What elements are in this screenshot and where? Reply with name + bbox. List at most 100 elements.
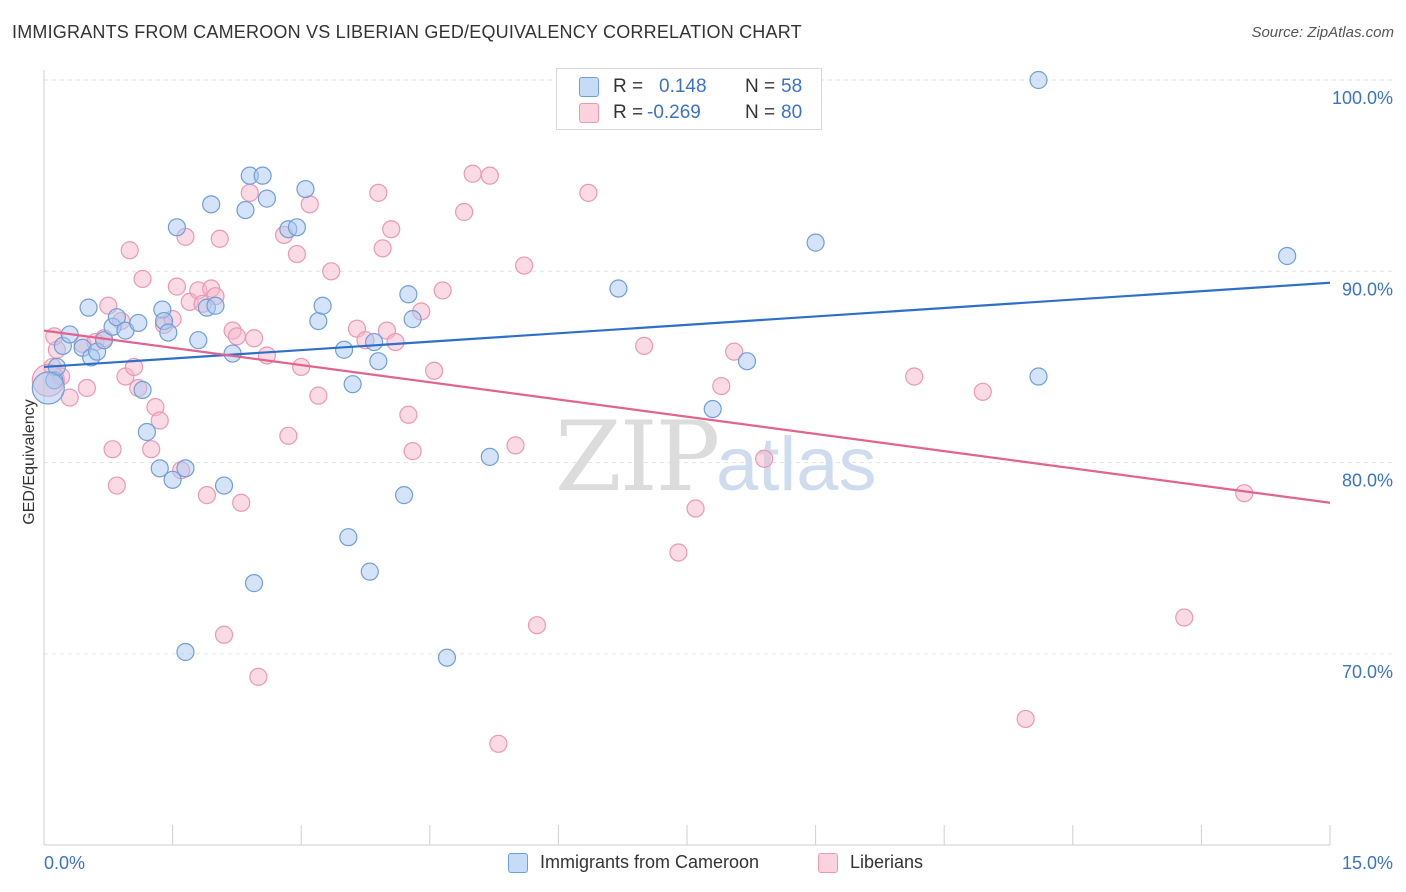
- data-point-blue-32: [253, 166, 272, 185]
- n-value: 80: [781, 102, 803, 123]
- data-point-blue-38: [313, 296, 332, 315]
- data-point-pink-76: [1175, 608, 1194, 627]
- data-point-pink-42: [287, 244, 307, 264]
- n-label: N =: [745, 102, 776, 123]
- data-point-pink-34: [227, 327, 246, 346]
- data-point-pink-54: [399, 405, 418, 424]
- series-liberians: [31, 164, 1254, 753]
- data-point-pink-19: [150, 411, 169, 430]
- data-point-pink-36: [240, 183, 259, 202]
- data-point-pink-50: [373, 239, 392, 258]
- y-tick-label-100: 100.0%: [1332, 88, 1393, 108]
- data-point-blue-48: [437, 648, 457, 667]
- data-point-blue-25: [202, 195, 221, 214]
- data-point-blue-27: [214, 476, 234, 495]
- blue-swatch: [579, 77, 599, 97]
- x-tick-label-max: 15.0%: [1342, 853, 1393, 873]
- data-point-blue-35: [287, 218, 307, 237]
- data-point-pink-67: [635, 336, 654, 356]
- data-point-pink-31: [210, 229, 229, 248]
- legend-label: Liberians: [850, 852, 924, 872]
- blue-swatch: [508, 852, 528, 873]
- data-point-blue-14: [137, 422, 156, 442]
- y-axis-label: GED/Equivalency: [21, 399, 38, 524]
- data-point-blue-56: [1278, 246, 1297, 266]
- r-label: R =: [613, 76, 644, 97]
- data-point-pink-58: [433, 281, 452, 300]
- data-point-blue-54: [1029, 367, 1048, 386]
- legend-item-liberians[interactable]: Liberians: [818, 852, 923, 873]
- n-value: 58: [781, 76, 803, 97]
- watermark: ZIP atlas: [555, 401, 877, 513]
- chart-title: IMMIGRANTS FROM CAMEROON VS LIBERIAN GED…: [12, 22, 802, 42]
- data-point-pink-35: [232, 493, 251, 512]
- data-point-blue-13: [133, 380, 152, 400]
- y-tick-label-80: 80.0%: [1342, 471, 1393, 491]
- data-point-blue-19: [163, 470, 182, 489]
- data-point-pink-44: [300, 195, 319, 214]
- data-point-pink-41: [279, 426, 298, 445]
- pink-swatch: [579, 103, 599, 123]
- data-point-blue-45: [394, 486, 414, 505]
- data-point-pink-68: [669, 543, 688, 562]
- data-point-pink-57: [424, 361, 444, 380]
- data-point-blue-53: [806, 233, 825, 252]
- data-point-pink-16: [133, 269, 152, 289]
- data-point-pink-14: [124, 357, 144, 377]
- data-point-pink-69: [686, 499, 705, 518]
- data-point-pink-65: [527, 616, 547, 635]
- data-point-pink-5: [77, 378, 96, 398]
- data-point-pink-46: [322, 262, 341, 281]
- data-point-pink-17: [142, 440, 161, 459]
- data-point-blue-43: [364, 332, 384, 352]
- trend-line-blue: [43, 281, 1331, 369]
- y-tick-label-90: 90.0%: [1342, 279, 1393, 299]
- series-cameroon: [31, 70, 1297, 667]
- stats-box: R = 0.148 N = 58 R = -0.269 N = 80: [556, 68, 822, 130]
- data-point-blue-15: [150, 459, 169, 478]
- data-point-blue-46: [399, 285, 418, 304]
- axes: [43, 70, 1331, 846]
- grid-lines: [44, 79, 1392, 655]
- data-point-blue-20: [167, 218, 186, 237]
- data-point-blue-37: [309, 311, 328, 331]
- data-point-pink-73: [905, 367, 924, 386]
- n-label: N =: [745, 76, 776, 97]
- data-point-blue-36: [296, 179, 315, 199]
- data-point-blue-50: [609, 279, 628, 298]
- legend-item-cameroon[interactable]: Immigrants from Cameroon: [508, 852, 759, 873]
- data-point-pink-32: [214, 625, 234, 644]
- data-point-blue-22: [176, 642, 195, 662]
- r-value: -0.269: [647, 102, 701, 123]
- data-point-pink-13: [120, 241, 139, 260]
- data-point-blue-29: [236, 200, 255, 220]
- r-label: R =: [613, 102, 644, 123]
- data-point-blue-57: [31, 371, 65, 405]
- data-point-pink-63: [506, 436, 525, 455]
- data-point-pink-74: [973, 382, 992, 401]
- data-point-pink-66: [579, 183, 598, 202]
- watermark-atlas: atlas: [716, 422, 877, 507]
- stats-row-cameroon: R = 0.148 N = 58: [557, 73, 802, 101]
- r-value: 0.148: [659, 76, 707, 97]
- data-point-blue-12: [129, 313, 148, 333]
- data-point-blue-26: [206, 296, 225, 315]
- data-point-blue-21: [176, 459, 195, 478]
- data-point-pink-52: [382, 220, 401, 239]
- y-tick-label-70: 70.0%: [1342, 662, 1393, 682]
- data-point-blue-31: [244, 574, 264, 593]
- data-point-pink-53: [386, 332, 405, 352]
- data-point-pink-59: [454, 202, 474, 222]
- stats-row-liberians: R = -0.269 N = 80: [557, 99, 802, 127]
- data-point-blue-18: [159, 323, 178, 342]
- data-point-blue-52: [737, 352, 757, 371]
- data-point-pink-62: [489, 734, 508, 753]
- data-point-blue-44: [369, 352, 388, 371]
- data-point-pink-10: [107, 476, 126, 495]
- data-point-pink-64: [515, 256, 534, 275]
- data-point-pink-70: [712, 376, 731, 396]
- data-point-pink-55: [403, 442, 422, 461]
- data-point-pink-45: [309, 386, 328, 405]
- source-label: Source: ZipAtlas.com: [1251, 24, 1394, 41]
- data-point-blue-51: [703, 399, 722, 419]
